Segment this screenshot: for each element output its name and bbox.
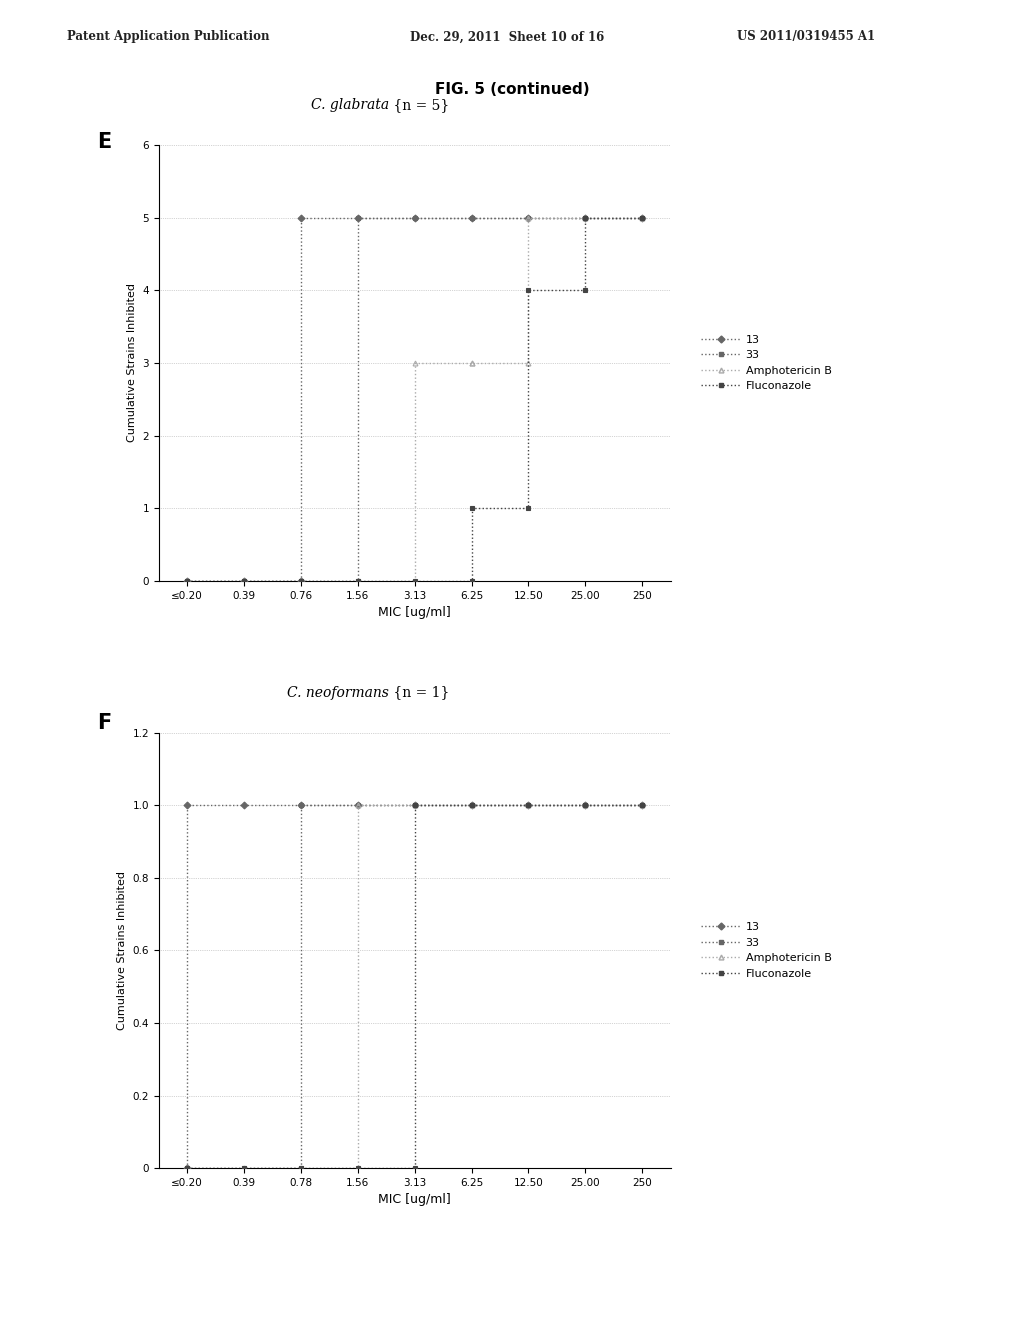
Text: C. neoformans: C. neoformans bbox=[288, 685, 389, 700]
Y-axis label: Cumulative Strains Inhibited: Cumulative Strains Inhibited bbox=[117, 871, 127, 1030]
Text: Patent Application Publication: Patent Application Publication bbox=[67, 30, 269, 44]
Y-axis label: Cumulative Strains Inhibited: Cumulative Strains Inhibited bbox=[127, 284, 137, 442]
Text: {n = 5}: {n = 5} bbox=[389, 98, 450, 112]
X-axis label: MIC [ug/ml]: MIC [ug/ml] bbox=[378, 1193, 452, 1206]
Text: US 2011/0319455 A1: US 2011/0319455 A1 bbox=[737, 30, 876, 44]
Legend: 13, 33, Amphotericin B, Fluconazole: 13, 33, Amphotericin B, Fluconazole bbox=[696, 917, 836, 983]
Text: Dec. 29, 2011  Sheet 10 of 16: Dec. 29, 2011 Sheet 10 of 16 bbox=[410, 30, 604, 44]
Text: FIG. 5 (continued): FIG. 5 (continued) bbox=[434, 82, 590, 96]
X-axis label: MIC [ug/ml]: MIC [ug/ml] bbox=[378, 606, 452, 619]
Legend: 13, 33, Amphotericin B, Fluconazole: 13, 33, Amphotericin B, Fluconazole bbox=[696, 330, 836, 396]
Text: {n = 1}: {n = 1} bbox=[389, 685, 450, 700]
Text: E: E bbox=[97, 132, 112, 152]
Text: C. glabrata: C. glabrata bbox=[311, 98, 389, 112]
Text: F: F bbox=[97, 713, 112, 733]
